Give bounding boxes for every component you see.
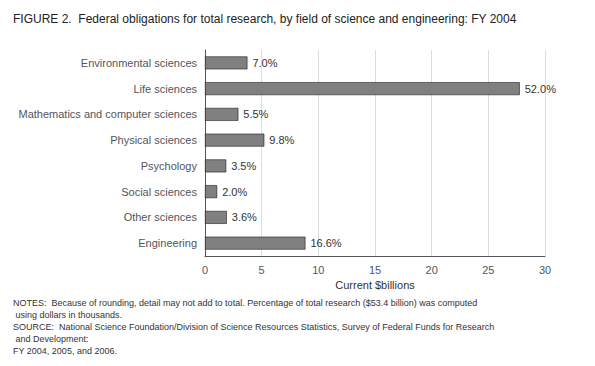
svg-text:NOTES: Because of rounding, d: NOTES: Because of rounding, detail may n… bbox=[13, 298, 477, 308]
svg-text:5.5%: 5.5% bbox=[243, 108, 268, 120]
svg-text:Engineering: Engineering bbox=[138, 237, 197, 249]
svg-text:Psychology: Psychology bbox=[141, 160, 198, 172]
svg-text:Life sciences: Life sciences bbox=[133, 83, 197, 95]
svg-text:16.6%: 16.6% bbox=[310, 237, 341, 249]
svg-text:and Development:: and Development: bbox=[13, 334, 89, 344]
svg-text:10: 10 bbox=[312, 264, 324, 276]
svg-text:7.0%: 7.0% bbox=[252, 57, 277, 69]
svg-text:15: 15 bbox=[369, 264, 381, 276]
svg-text:20: 20 bbox=[426, 264, 438, 276]
svg-text:FIGURE 2. Federal obligations: FIGURE 2. Federal obligations for total … bbox=[13, 12, 517, 26]
svg-text:FY 2004, 2005, and 2006.: FY 2004, 2005, and 2006. bbox=[13, 346, 117, 356]
svg-text:Environmental sciences: Environmental sciences bbox=[81, 57, 198, 69]
svg-text:Current $billions: Current $billions bbox=[335, 279, 415, 291]
svg-text:9.8%: 9.8% bbox=[269, 134, 294, 146]
svg-text:3.6%: 3.6% bbox=[232, 211, 257, 223]
svg-text:30: 30 bbox=[539, 264, 551, 276]
svg-text:Other sciences: Other sciences bbox=[124, 211, 198, 223]
svg-text:25: 25 bbox=[482, 264, 494, 276]
svg-text:5: 5 bbox=[259, 264, 265, 276]
svg-text:SOURCE: National Science Foun: SOURCE: National Science Foundation/Divi… bbox=[13, 322, 494, 332]
svg-text:Social sciences: Social sciences bbox=[121, 186, 197, 198]
svg-text:using dollars in thousands.: using dollars in thousands. bbox=[13, 310, 122, 320]
svg-text:3.5%: 3.5% bbox=[231, 160, 256, 172]
svg-text:0: 0 bbox=[202, 264, 208, 276]
svg-text:2.0%: 2.0% bbox=[222, 186, 247, 198]
svg-text:52.0%: 52.0% bbox=[525, 83, 556, 95]
svg-text:Physical sciences: Physical sciences bbox=[110, 134, 197, 146]
svg-text:Mathematics and computer scien: Mathematics and computer sciences bbox=[18, 108, 197, 120]
